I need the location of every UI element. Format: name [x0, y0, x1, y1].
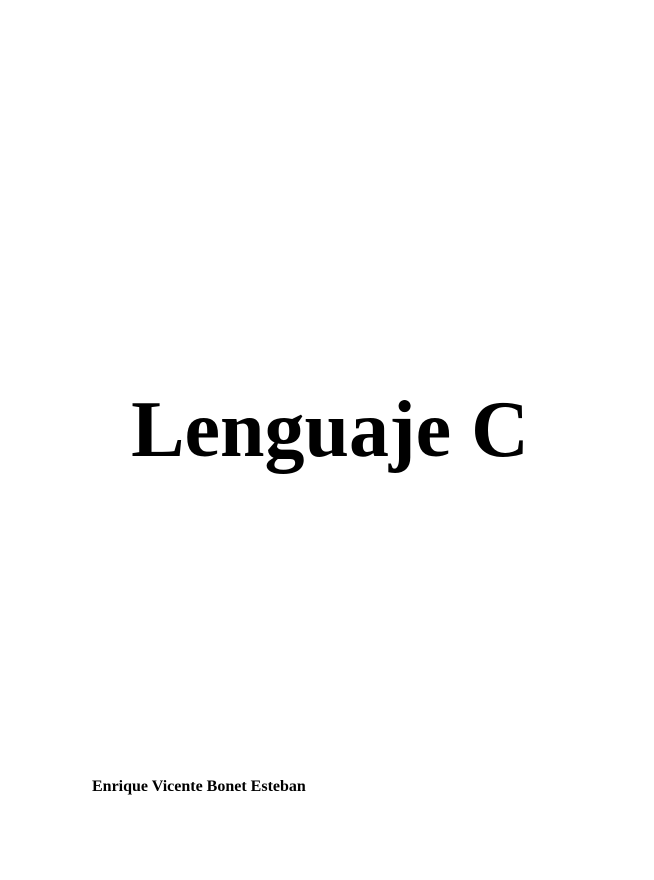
document-title: Lenguaje C [131, 386, 529, 474]
author-name: Enrique Vicente Bonet Esteban [92, 778, 306, 795]
